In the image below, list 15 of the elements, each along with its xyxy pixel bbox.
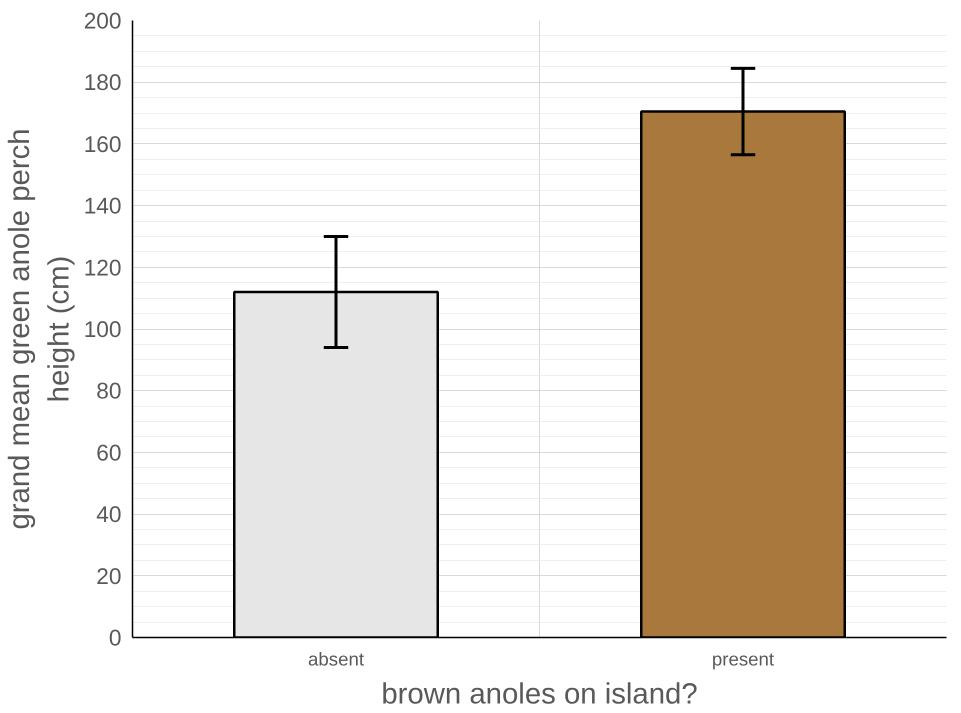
y-tick-label: 60 xyxy=(96,439,122,466)
x-tick-label: present xyxy=(712,648,775,670)
x-tick-label: absent xyxy=(308,648,365,670)
y-tick-label: 0 xyxy=(108,624,122,650)
y-axis-title: grand mean green anole perch height (cm) xyxy=(3,128,76,530)
y-tick-label: 80 xyxy=(96,378,122,404)
y-tick-label: 20 xyxy=(96,562,122,589)
y-tick-label: 100 xyxy=(84,316,122,342)
y-tick-label: 120 xyxy=(84,254,122,280)
y-tick-label: 140 xyxy=(84,192,122,219)
x-axis-title: brown anoles on island? xyxy=(381,678,698,710)
y-tick-label: 40 xyxy=(96,501,122,528)
y-tick-label: 180 xyxy=(84,69,122,96)
y-tick-label: 200 xyxy=(84,8,122,34)
y-tick-label: 160 xyxy=(84,130,122,157)
